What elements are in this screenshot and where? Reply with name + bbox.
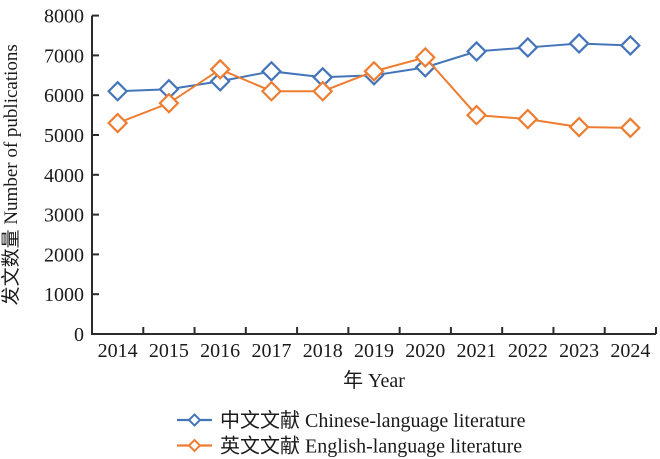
- x-tick-label: 2018: [303, 340, 343, 362]
- legend-label-1: 英文文献 English-language literature: [220, 435, 522, 458]
- legend-marker-diamond-icon: [187, 438, 202, 453]
- data-point-series1-2023: [568, 116, 590, 138]
- data-point-series1-2020: [414, 46, 436, 68]
- x-tick-label: 2023: [559, 340, 599, 362]
- data-point-series1-2014: [107, 112, 129, 134]
- data-point-series0-2023: [568, 32, 590, 55]
- x-axis-label: 年 Year: [343, 369, 405, 392]
- data-point-series1-2019: [363, 60, 385, 82]
- data-point-series0-2014: [107, 80, 129, 102]
- data-point-series1-2016: [209, 58, 231, 80]
- x-tick-label: 2016: [200, 340, 240, 362]
- y-tick-label: 2000: [44, 244, 84, 266]
- data-point-series1-2022: [517, 108, 539, 130]
- y-tick-label: 6000: [44, 85, 84, 107]
- data-point-series0-2018: [312, 66, 334, 88]
- data-point-series1-2015: [158, 92, 180, 114]
- x-tick-label: 2022: [508, 340, 548, 362]
- y-tick-label: 0: [74, 324, 84, 346]
- y-tick-label: 3000: [44, 205, 84, 227]
- x-tick-label: 2014: [98, 340, 138, 362]
- x-tick-label: 2015: [149, 340, 189, 362]
- y-tick-label: 7000: [44, 45, 84, 67]
- x-tick-label: 2021: [457, 340, 497, 362]
- data-point-series0-2021: [465, 40, 488, 62]
- data-point-series0-2017: [260, 60, 283, 82]
- legend-item-1: 英文文献 English-language literature: [177, 435, 522, 458]
- y-tick-label: 8000: [44, 6, 84, 28]
- x-tick-label: 2019: [354, 340, 394, 362]
- legend-marker-diamond-icon: [187, 413, 202, 427]
- data-point-series1-2021: [465, 104, 488, 126]
- y-tick-label: 1000: [44, 284, 84, 306]
- data-point-series0-2024: [619, 34, 641, 57]
- legend-item-0: 中文文献 Chinese-language literature: [177, 409, 526, 432]
- x-tick-label: 2024: [610, 340, 650, 362]
- data-point-series1-2017: [260, 80, 283, 102]
- legend-label-0: 中文文献 Chinese-language literature: [220, 409, 526, 432]
- y-tick-label: 5000: [44, 125, 84, 147]
- data-point-series0-2015: [158, 78, 180, 100]
- y-tick-label: 4000: [44, 165, 84, 187]
- x-tick-label: 2017: [251, 340, 291, 362]
- x-tick-label: 2020: [405, 340, 445, 362]
- data-point-series1-2018: [312, 80, 334, 102]
- data-point-series1-2024: [619, 117, 641, 139]
- data-point-series0-2022: [517, 36, 539, 58]
- y-axis-label: 发文数量 Number of publications: [0, 44, 22, 305]
